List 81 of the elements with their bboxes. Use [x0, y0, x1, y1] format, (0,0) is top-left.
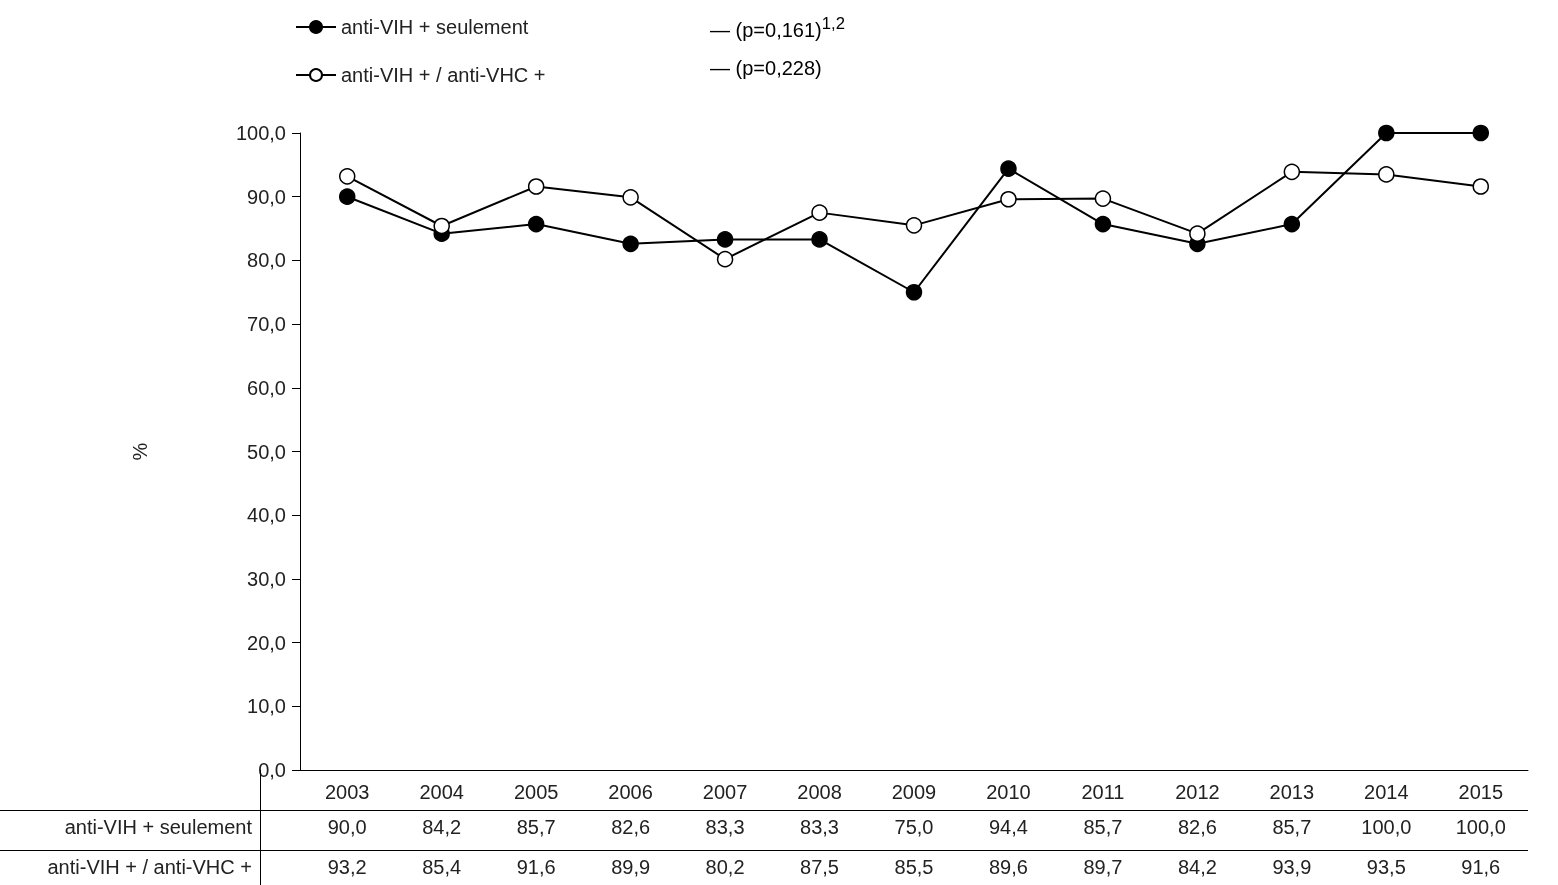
- data-label: 100,0: [1361, 816, 1412, 839]
- data-label: 94,4: [988, 816, 1028, 839]
- point: [1094, 215, 1112, 233]
- point: [811, 231, 828, 248]
- data-label: 80,2: [705, 856, 745, 879]
- y-tick-label: 40,0: [247, 504, 286, 527]
- x-tick-label: 2011: [1081, 781, 1125, 803]
- y-tick-label: 60,0: [247, 376, 286, 399]
- point: [1472, 178, 1490, 195]
- y-tick-label: 50,0: [247, 440, 286, 463]
- data-label: 87,5: [800, 856, 839, 879]
- data-label: 85,5: [894, 856, 934, 879]
- point: [527, 215, 545, 233]
- point: [716, 250, 734, 268]
- point: [527, 178, 545, 195]
- x-tick-label: 2003: [324, 781, 370, 803]
- point: [1000, 191, 1017, 208]
- x-tick-label: 2005: [513, 781, 559, 803]
- x-tick-label: 2013: [1269, 781, 1315, 803]
- text: — (p=0,228): [710, 57, 822, 80]
- point: [433, 217, 450, 235]
- x-tick-label: 2009: [891, 781, 937, 803]
- data-label: 91,6: [1461, 856, 1501, 879]
- x-tick-label: 2015: [1458, 781, 1504, 803]
- x-tick-label: 2012: [1175, 781, 1220, 803]
- text: — (p=0,161)$^{1,2}$: [710, 14, 845, 42]
- y-tick-label: 20,0: [247, 631, 286, 654]
- x-tick-label: 2014: [1364, 781, 1409, 803]
- y-tick-label: 90,0: [247, 185, 286, 208]
- point: [1189, 225, 1206, 242]
- data-label: 83,3: [800, 816, 839, 839]
- point: [716, 231, 734, 248]
- data-label: 85,7: [516, 816, 556, 839]
- point: [811, 204, 828, 221]
- data-label: 89,7: [1083, 856, 1123, 879]
- y-tick-label: 0,0: [258, 759, 286, 781]
- data-label: 83,3: [705, 816, 745, 839]
- y-axis-title: %: [129, 442, 151, 461]
- y-tick-label: 80,0: [247, 249, 286, 272]
- data-label: 89,6: [988, 856, 1028, 879]
- data-label: 91,6: [516, 856, 556, 879]
- point: [1094, 190, 1112, 207]
- data-label: 85,4: [422, 856, 462, 879]
- x-tick-label: 2008: [797, 781, 842, 803]
- x-tick-label: 2006: [608, 781, 653, 803]
- y-tick-label: 100,0: [235, 122, 286, 144]
- data-label: 93,2: [327, 856, 367, 879]
- data-label: 90,0: [327, 816, 367, 839]
- y-tick-label: 30,0: [247, 567, 286, 590]
- point: [1283, 163, 1301, 181]
- text: anti-VIH + / anti-VHC +: [47, 856, 252, 878]
- x-tick-label: 2010: [986, 781, 1031, 803]
- x-tick-label: 2004: [419, 781, 464, 803]
- x-tick-label: 2007: [702, 781, 748, 803]
- point: [339, 168, 356, 185]
- point: [622, 235, 639, 253]
- y-tick-label: 10,0: [247, 695, 286, 718]
- point: [1000, 160, 1017, 177]
- data-label: 89,9: [611, 856, 651, 879]
- point: [1378, 124, 1395, 142]
- point: [905, 217, 923, 234]
- data-label: 75,0: [894, 816, 934, 839]
- legend-label: anti-VIH + seulement: [341, 16, 529, 38]
- data-label: 100,0: [1455, 816, 1506, 839]
- data-label: 85,7: [1272, 816, 1312, 839]
- point: [1283, 215, 1301, 233]
- data-label: 93,5: [1366, 856, 1406, 879]
- data-label: 84,2: [422, 816, 462, 839]
- legend-label: anti-VIH + / anti-VHC +: [341, 64, 546, 86]
- data-label: 82,6: [1177, 816, 1217, 839]
- data-label: 82,6: [611, 816, 651, 839]
- point: [1472, 124, 1490, 142]
- data-label: 84,2: [1177, 856, 1217, 879]
- y-tick-label: 70,0: [247, 313, 286, 336]
- point: [622, 189, 639, 206]
- point: [339, 188, 356, 205]
- text: anti-VIH + seulement: [64, 816, 252, 838]
- point: [905, 284, 923, 301]
- point: [1378, 166, 1395, 183]
- data-label: 85,7: [1083, 816, 1123, 839]
- data-label: 93,9: [1272, 856, 1312, 879]
